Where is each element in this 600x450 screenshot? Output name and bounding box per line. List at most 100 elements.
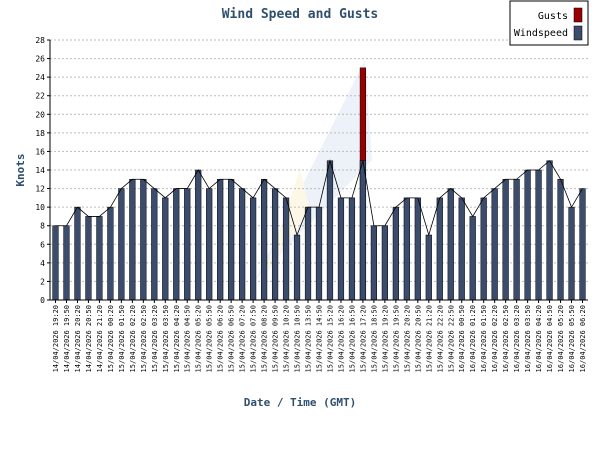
chart-title: Wind Speed and Gusts xyxy=(222,7,379,22)
windspeed-bar xyxy=(250,197,257,301)
windspeed-bar xyxy=(206,188,213,301)
windspeed-bar xyxy=(228,179,235,301)
windspeed-bar xyxy=(370,225,378,301)
x-tick-label: 16/04/2026 04:50 xyxy=(546,305,554,372)
y-tick-label: 2 xyxy=(40,277,45,286)
windspeed-bar xyxy=(337,197,345,301)
windspeed-bar xyxy=(469,216,476,301)
x-tick-label: 15/04/2026 16:50 xyxy=(348,305,356,372)
legend-windspeed-label: Windspeed xyxy=(514,28,568,39)
legend-gusts-swatch xyxy=(573,7,583,23)
x-tick-label: 15/04/2026 02:20 xyxy=(129,305,137,372)
windspeed-bar xyxy=(195,169,202,301)
windspeed-bar xyxy=(52,225,59,301)
x-tick-label: 15/04/2026 03:50 xyxy=(162,305,170,372)
x-tick-label: 15/04/2026 08:20 xyxy=(261,305,269,372)
x-tick-label: 14/04/2026 21:20 xyxy=(96,305,104,372)
windspeed-bar xyxy=(162,197,169,301)
windspeed-bar xyxy=(271,188,279,301)
x-tick-label: 16/04/2026 03:20 xyxy=(513,305,521,372)
y-axis-label: Knots xyxy=(14,153,27,186)
x-tick-label: 15/04/2026 01:50 xyxy=(118,305,126,372)
y-tick-label: 10 xyxy=(35,203,45,212)
x-tick-label: 16/04/2026 02:20 xyxy=(491,305,499,372)
y-tick-label: 0 xyxy=(40,296,45,305)
y-tick-label: 16 xyxy=(35,147,45,156)
legend-windspeed-swatch xyxy=(573,25,583,41)
x-tick-label: 15/04/2026 20:20 xyxy=(403,305,411,372)
y-tick-label: 22 xyxy=(35,92,45,101)
x-tick-label: 15/04/2026 19:20 xyxy=(381,305,389,372)
windspeed-bar xyxy=(535,169,542,301)
x-tick-label: 15/04/2026 20:50 xyxy=(414,305,422,372)
windspeed-bar xyxy=(217,179,224,301)
y-tick-label: 28 xyxy=(35,36,45,45)
x-tick-label: 15/04/2026 18:50 xyxy=(370,305,378,372)
y-tick-label: 4 xyxy=(40,259,45,268)
y-tick-label: 24 xyxy=(35,73,45,82)
x-tick-label: 15/04/2026 19:50 xyxy=(392,305,400,372)
x-tick-label: 16/04/2026 03:50 xyxy=(524,305,532,372)
windspeed-bar xyxy=(414,197,421,301)
windspeed-bar xyxy=(557,179,564,301)
x-tick-label: 14/04/2026 20:50 xyxy=(85,305,93,372)
y-tick-label: 8 xyxy=(40,222,45,231)
bars xyxy=(52,67,586,301)
x-tick-label: 15/04/2026 03:20 xyxy=(151,305,159,372)
y-tick-label: 6 xyxy=(40,240,45,249)
x-tick-label: 15/04/2026 09:50 xyxy=(272,305,280,372)
windspeed-bar xyxy=(524,169,531,301)
x-tick-label: 16/04/2026 04:20 xyxy=(535,305,543,372)
x-tick-label: 15/04/2026 14:50 xyxy=(316,305,324,372)
y-tick-label: 12 xyxy=(35,185,45,194)
windspeed-bar xyxy=(425,234,432,301)
windspeed-bar xyxy=(260,179,268,301)
x-tick-label: 15/04/2026 06:20 xyxy=(217,305,225,372)
x-tick-label: 15/04/2026 22:50 xyxy=(447,305,455,372)
x-tick-label: 16/04/2026 00:50 xyxy=(458,305,466,372)
windspeed-bar xyxy=(96,216,103,301)
windspeed-bar xyxy=(173,188,180,301)
x-tick-label: 15/04/2026 21:20 xyxy=(425,305,433,372)
x-tick-label: 15/04/2026 00:20 xyxy=(107,305,115,372)
windspeed-bar xyxy=(458,197,465,301)
windspeed-bar xyxy=(118,188,125,301)
x-tick-label: 15/04/2026 10:50 xyxy=(294,305,302,372)
x-tick-label: 15/04/2026 10:20 xyxy=(283,305,291,372)
windspeed-bar xyxy=(74,206,81,301)
windspeed-bar xyxy=(140,179,147,301)
x-tick-label: 14/04/2026 20:20 xyxy=(74,305,82,372)
x-tick-label: 15/04/2026 17:20 xyxy=(359,305,367,372)
windspeed-bar xyxy=(315,206,323,301)
x-tick-label: 16/04/2026 05:20 xyxy=(557,305,565,372)
y-tick-label: 26 xyxy=(35,55,45,64)
x-tick-label: 15/04/2026 04:20 xyxy=(173,305,181,372)
windspeed-bar xyxy=(151,188,158,301)
windspeed-bar xyxy=(546,160,553,301)
legend-gusts-label: Gusts xyxy=(538,11,568,22)
y-tick-label: 20 xyxy=(35,110,45,119)
x-tick-label: 15/04/2026 05:20 xyxy=(195,305,203,372)
windspeed-bar xyxy=(184,188,191,301)
legend: Gusts Windspeed xyxy=(509,0,589,46)
windspeed-bar xyxy=(447,188,454,301)
windspeed-bar xyxy=(129,179,136,301)
x-tick-label: 15/04/2026 22:20 xyxy=(436,305,444,372)
y-tick-label: 18 xyxy=(35,129,45,138)
windspeed-bar xyxy=(239,188,246,301)
windspeed-bar xyxy=(403,197,410,301)
x-axis-label: Date / Time (GMT) xyxy=(244,396,357,409)
windspeed-bar xyxy=(293,234,301,301)
x-tick-label: 16/04/2026 06:20 xyxy=(579,305,587,372)
windspeed-bar xyxy=(304,206,312,301)
windspeed-bar xyxy=(85,216,92,301)
windspeed-bar xyxy=(436,197,443,301)
windspeed-bar xyxy=(568,206,575,301)
windspeed-bar xyxy=(579,188,586,301)
x-tick-label: 15/04/2026 07:20 xyxy=(239,305,247,372)
windspeed-bar xyxy=(348,197,356,301)
windspeed-bar xyxy=(359,160,367,301)
x-tick-label: 16/04/2026 02:50 xyxy=(502,305,510,372)
